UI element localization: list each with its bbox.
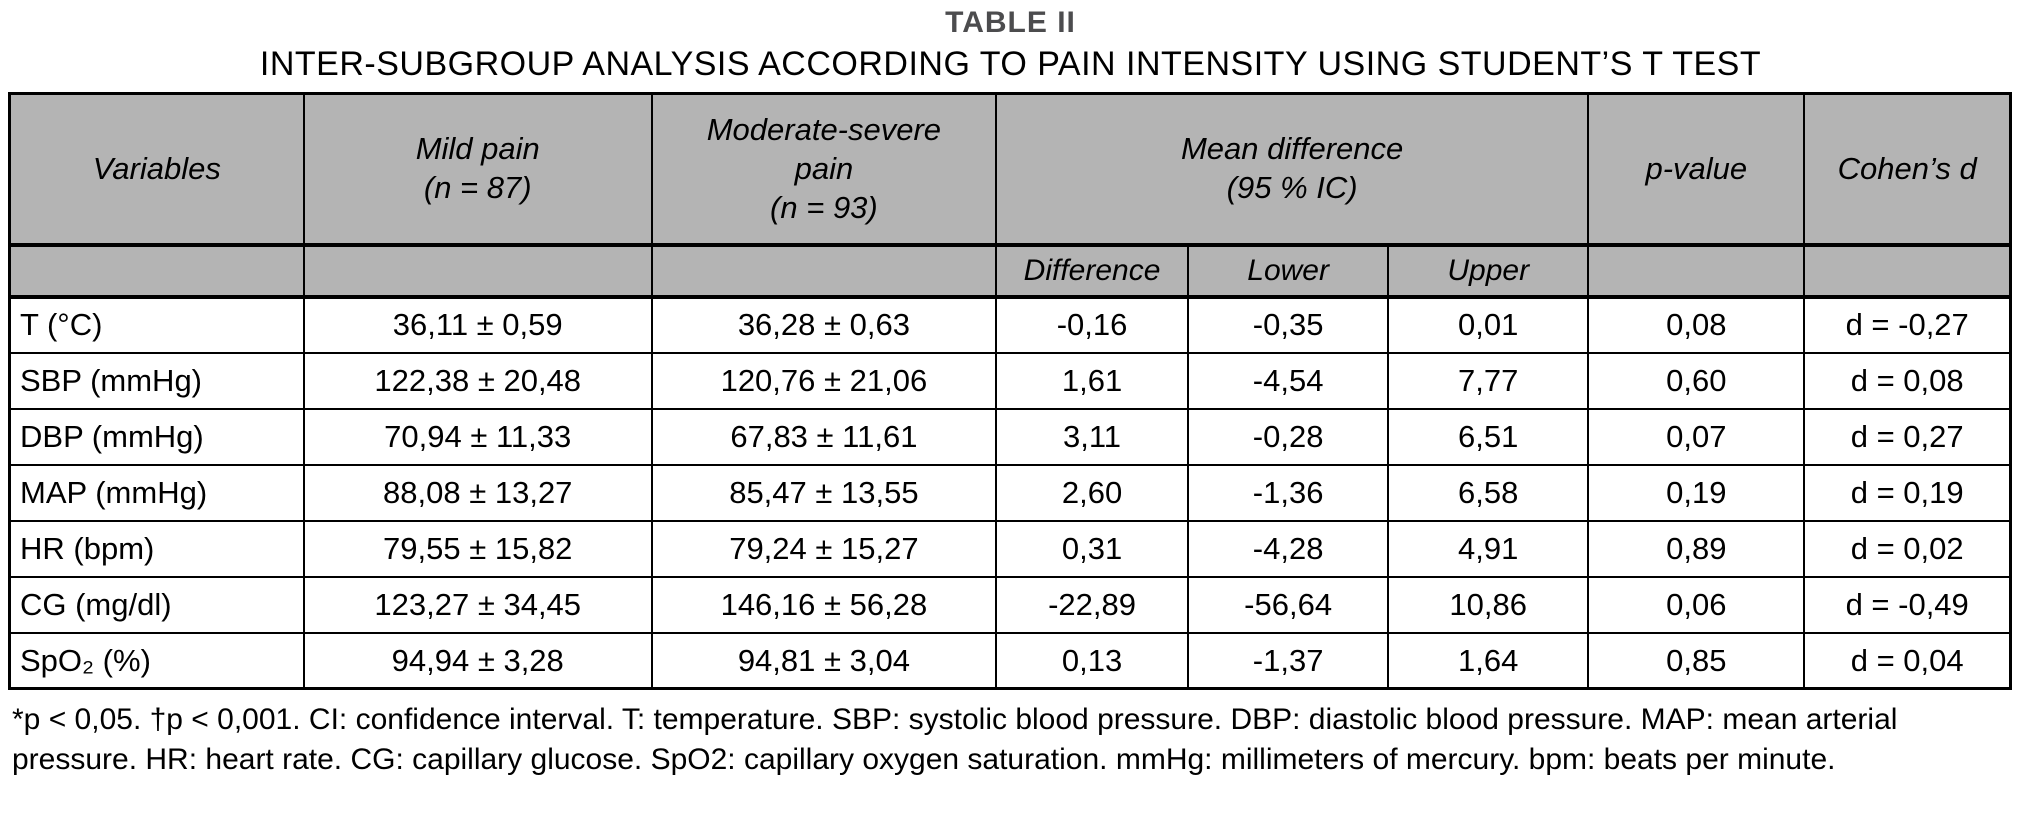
header-mean-difference: Mean difference (95 % IC) xyxy=(994,92,1590,246)
moderate-value: 94,81 ± 3,04 xyxy=(650,631,997,690)
lower-value: -56,64 xyxy=(1187,575,1390,634)
moderate-value: 120,76 ± 21,06 xyxy=(650,351,997,410)
upper-value: 6,58 xyxy=(1387,463,1590,522)
mild-value: 94,94 ± 3,28 xyxy=(302,631,653,690)
p-value: 0,60 xyxy=(1587,351,1806,410)
header-cohens-d: Cohen’s d xyxy=(1803,92,2012,246)
upper-value: 10,86 xyxy=(1387,575,1590,634)
variable-label: SpO₂ (%) xyxy=(8,631,305,690)
cohens-d-value: d = -0,27 xyxy=(1803,295,2012,354)
subheader-empty-variables xyxy=(8,242,305,299)
mild-value: 88,08 ± 13,27 xyxy=(302,463,653,522)
cohens-d-value: d = 0,27 xyxy=(1803,407,2012,466)
header-p-value: p-value xyxy=(1587,92,1806,246)
difference-value: 1,61 xyxy=(994,351,1190,410)
lower-value: -1,37 xyxy=(1187,631,1390,690)
moderate-value: 67,83 ± 11,61 xyxy=(650,407,997,466)
mild-value: 36,11 ± 0,59 xyxy=(302,295,653,354)
variable-label: HR (bpm) xyxy=(8,519,305,578)
p-value: 0,06 xyxy=(1587,575,1806,634)
subheader-empty-moderate xyxy=(650,242,997,299)
lower-value: -0,28 xyxy=(1187,407,1390,466)
subheader-upper: Upper xyxy=(1387,242,1590,299)
mild-value: 123,27 ± 34,45 xyxy=(302,575,653,634)
lower-value: -1,36 xyxy=(1187,463,1390,522)
table-row-sbp: SBP (mmHg) 122,38 ± 20,48 120,76 ± 21,06… xyxy=(8,351,2012,410)
table-row-temperature: T (°C) 36,11 ± 0,59 36,28 ± 0,63 -0,16 -… xyxy=(8,295,2012,354)
variable-label: T (°C) xyxy=(8,295,305,354)
table-row-map: MAP (mmHg) 88,08 ± 13,27 85,47 ± 13,55 2… xyxy=(8,463,2012,522)
upper-value: 1,64 xyxy=(1387,631,1590,690)
table-row-cg: CG (mg/dl) 123,27 ± 34,45 146,16 ± 56,28… xyxy=(8,575,2012,634)
variable-label: MAP (mmHg) xyxy=(8,463,305,522)
cohens-d-value: d = -0,49 xyxy=(1803,575,2012,634)
upper-value: 7,77 xyxy=(1387,351,1590,410)
mild-value: 79,55 ± 15,82 xyxy=(302,519,653,578)
difference-value: -0,16 xyxy=(994,295,1190,354)
table-row-hr: HR (bpm) 79,55 ± 15,82 79,24 ± 15,27 0,3… xyxy=(8,519,2012,578)
mild-value: 122,38 ± 20,48 xyxy=(302,351,653,410)
p-value: 0,89 xyxy=(1587,519,1806,578)
statistics-table: Variables Mild pain (n = 87) Moderate-se… xyxy=(8,92,2012,691)
subheader-difference: Difference xyxy=(994,242,1190,299)
variable-label: CG (mg/dl) xyxy=(8,575,305,634)
table-subtitle: INTER-SUBGROUP ANALYSIS ACCORDING TO PAI… xyxy=(259,45,1762,83)
difference-value: -22,89 xyxy=(994,575,1190,634)
subheader-lower: Lower xyxy=(1187,242,1390,299)
table-row-dbp: DBP (mmHg) 70,94 ± 11,33 67,83 ± 11,61 3… xyxy=(8,407,2012,466)
upper-value: 4,91 xyxy=(1387,519,1590,578)
p-value: 0,07 xyxy=(1587,407,1806,466)
lower-value: -0,35 xyxy=(1187,295,1390,354)
cohens-d-value: d = 0,02 xyxy=(1803,519,2012,578)
table-footnote: *p < 0,05. †p < 0,001. CI: confidence in… xyxy=(12,703,1898,776)
lower-value: -4,54 xyxy=(1187,351,1390,410)
subheader-empty-cohens xyxy=(1803,242,2012,299)
table-row-spo2: SpO₂ (%) 94,94 ± 3,28 94,81 ± 3,04 0,13 … xyxy=(8,631,2012,690)
lower-value: -4,28 xyxy=(1187,519,1390,578)
p-value: 0,19 xyxy=(1587,463,1806,522)
variable-label: SBP (mmHg) xyxy=(8,351,305,410)
mild-value: 70,94 ± 11,33 xyxy=(302,407,653,466)
upper-value: 6,51 xyxy=(1387,407,1590,466)
cohens-d-value: d = 0,08 xyxy=(1803,351,2012,410)
difference-value: 0,13 xyxy=(994,631,1190,690)
p-value: 0,08 xyxy=(1587,295,1806,354)
header-moderate-severe-pain: Moderate-severe pain (n = 93) xyxy=(650,92,997,246)
table-number-title: TABLE II xyxy=(945,6,1076,39)
page: TABLE II INTER-SUBGROUP ANALYSIS ACCORDI… xyxy=(0,6,2021,776)
cohens-d-value: d = 0,04 xyxy=(1803,631,2012,690)
upper-value: 0,01 xyxy=(1387,295,1590,354)
header-mild-pain: Mild pain (n = 87) xyxy=(302,92,653,246)
variable-label: DBP (mmHg) xyxy=(8,407,305,466)
moderate-value: 146,16 ± 56,28 xyxy=(650,575,997,634)
moderate-value: 79,24 ± 15,27 xyxy=(650,519,997,578)
cohens-d-value: d = 0,19 xyxy=(1803,463,2012,522)
header-row-main: Variables Mild pain (n = 87) Moderate-se… xyxy=(8,92,2012,246)
moderate-value: 85,47 ± 13,55 xyxy=(650,463,997,522)
p-value: 0,85 xyxy=(1587,631,1806,690)
difference-value: 3,11 xyxy=(994,407,1190,466)
header-row-sub: Difference Lower Upper xyxy=(8,242,2012,299)
header-variables: Variables xyxy=(8,92,305,246)
subheader-empty-p xyxy=(1587,242,1806,299)
table-title-block: TABLE II INTER-SUBGROUP ANALYSIS ACCORDI… xyxy=(0,6,2021,83)
moderate-value: 36,28 ± 0,63 xyxy=(650,295,997,354)
difference-value: 0,31 xyxy=(994,519,1190,578)
difference-value: 2,60 xyxy=(994,463,1190,522)
subheader-empty-mild xyxy=(302,242,653,299)
